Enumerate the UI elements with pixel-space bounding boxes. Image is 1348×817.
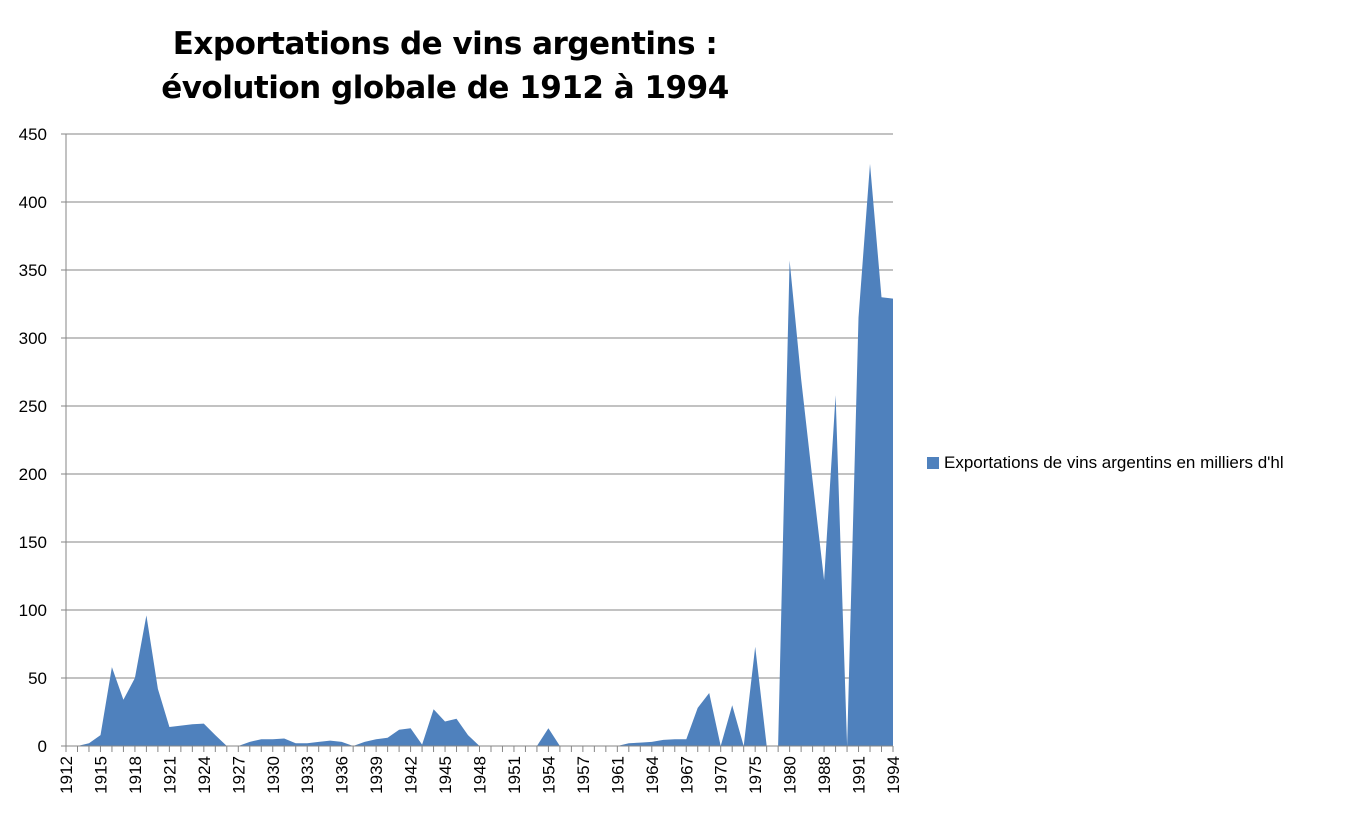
x-tick-label: 1948 bbox=[471, 756, 490, 794]
legend-label: Exportations de vins argentins en millie… bbox=[944, 453, 1284, 472]
x-tick-label: 1975 bbox=[746, 756, 765, 794]
x-tick-label: 1924 bbox=[195, 756, 214, 794]
series-area bbox=[66, 163, 893, 746]
x-tick-label: 1964 bbox=[643, 756, 662, 794]
x-tick-label: 1921 bbox=[160, 756, 179, 794]
x-tick-label: 1945 bbox=[436, 756, 455, 794]
x-tick-label: 1942 bbox=[402, 756, 421, 794]
chart-title-line-1: Exportations de vins argentins : bbox=[172, 26, 718, 62]
x-tick-label: 1994 bbox=[884, 756, 903, 794]
x-tick-label: 1991 bbox=[850, 756, 869, 794]
y-tick-label: 50 bbox=[28, 669, 47, 688]
y-tick-label: 200 bbox=[19, 465, 47, 484]
x-tick-label: 1933 bbox=[298, 756, 317, 794]
x-tick-label: 1957 bbox=[574, 756, 593, 794]
x-tick-label: 1951 bbox=[505, 756, 524, 794]
x-tick-label: 1970 bbox=[712, 756, 731, 794]
y-tick-label: 150 bbox=[19, 533, 47, 552]
y-tick-label: 0 bbox=[38, 737, 47, 756]
x-tick-label: 1939 bbox=[367, 756, 386, 794]
x-tick-label: 1927 bbox=[229, 756, 248, 794]
y-tick-label: 400 bbox=[19, 193, 47, 212]
x-tick-label: 1988 bbox=[815, 756, 834, 794]
x-tick-label: 1967 bbox=[677, 756, 696, 794]
x-tick-label: 1912 bbox=[57, 756, 76, 794]
x-tick-label: 1915 bbox=[91, 756, 110, 794]
x-tick-label: 1918 bbox=[126, 756, 145, 794]
y-tick-label: 300 bbox=[19, 329, 47, 348]
y-tick-label: 250 bbox=[19, 397, 47, 416]
y-tick-label: 350 bbox=[19, 261, 47, 280]
x-tick-label: 1930 bbox=[264, 756, 283, 794]
x-tick-label: 1980 bbox=[781, 756, 800, 794]
chart-title: Exportations de vins argentins : évoluti… bbox=[90, 22, 800, 110]
legend: Exportations de vins argentins en millie… bbox=[927, 453, 1284, 473]
x-tick-label: 1936 bbox=[333, 756, 352, 794]
y-tick-label: 450 bbox=[19, 125, 47, 144]
x-tick-label: 1961 bbox=[608, 756, 627, 794]
y-tick-label: 100 bbox=[19, 601, 47, 620]
x-tick-label: 1954 bbox=[539, 756, 558, 794]
legend-swatch bbox=[927, 457, 939, 469]
chart-title-line-2: évolution globale de 1912 à 1994 bbox=[161, 70, 729, 106]
